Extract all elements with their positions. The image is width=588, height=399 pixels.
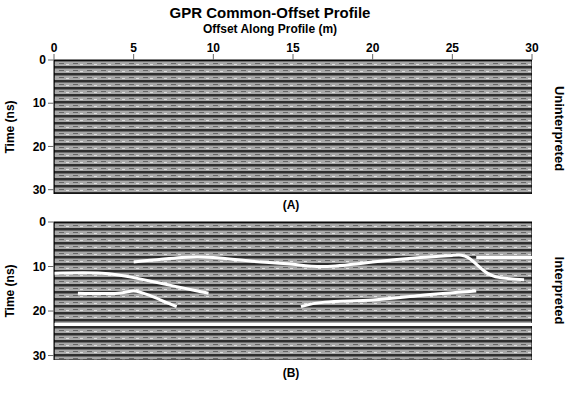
svg-text:5: 5 xyxy=(130,41,137,55)
html-text:GPR Common-Offset Profile: GPR Common-Offset Profile xyxy=(169,4,371,21)
svg-text:Time (ns): Time (ns) xyxy=(3,100,17,153)
html-text:Interpreted: Interpreted xyxy=(552,256,568,324)
svg-text:30: 30 xyxy=(33,183,47,197)
svg-text:30: 30 xyxy=(525,41,539,55)
html-text:(A): (A) xyxy=(282,198,300,212)
svg-text:10: 10 xyxy=(33,96,47,110)
svg-text:20: 20 xyxy=(366,41,380,55)
svg-text:25: 25 xyxy=(446,41,460,55)
svg-text:10: 10 xyxy=(207,41,221,55)
svg-text:20: 20 xyxy=(33,140,47,154)
svg-text:10: 10 xyxy=(33,260,47,274)
svg-text:15: 15 xyxy=(286,41,300,55)
svg-text:0: 0 xyxy=(39,215,46,229)
svg-text:Time (ns): Time (ns) xyxy=(3,264,17,317)
svg-text:0: 0 xyxy=(51,41,58,55)
html-text:(B): (B) xyxy=(282,366,300,380)
svg-text:20: 20 xyxy=(33,304,47,318)
svg-text:30: 30 xyxy=(33,349,47,363)
svg-text:0: 0 xyxy=(39,53,46,67)
html-text:Offset Along Profile (m): Offset Along Profile (m) xyxy=(202,22,338,36)
html-text:Uninterpreted: Uninterpreted xyxy=(552,85,568,171)
